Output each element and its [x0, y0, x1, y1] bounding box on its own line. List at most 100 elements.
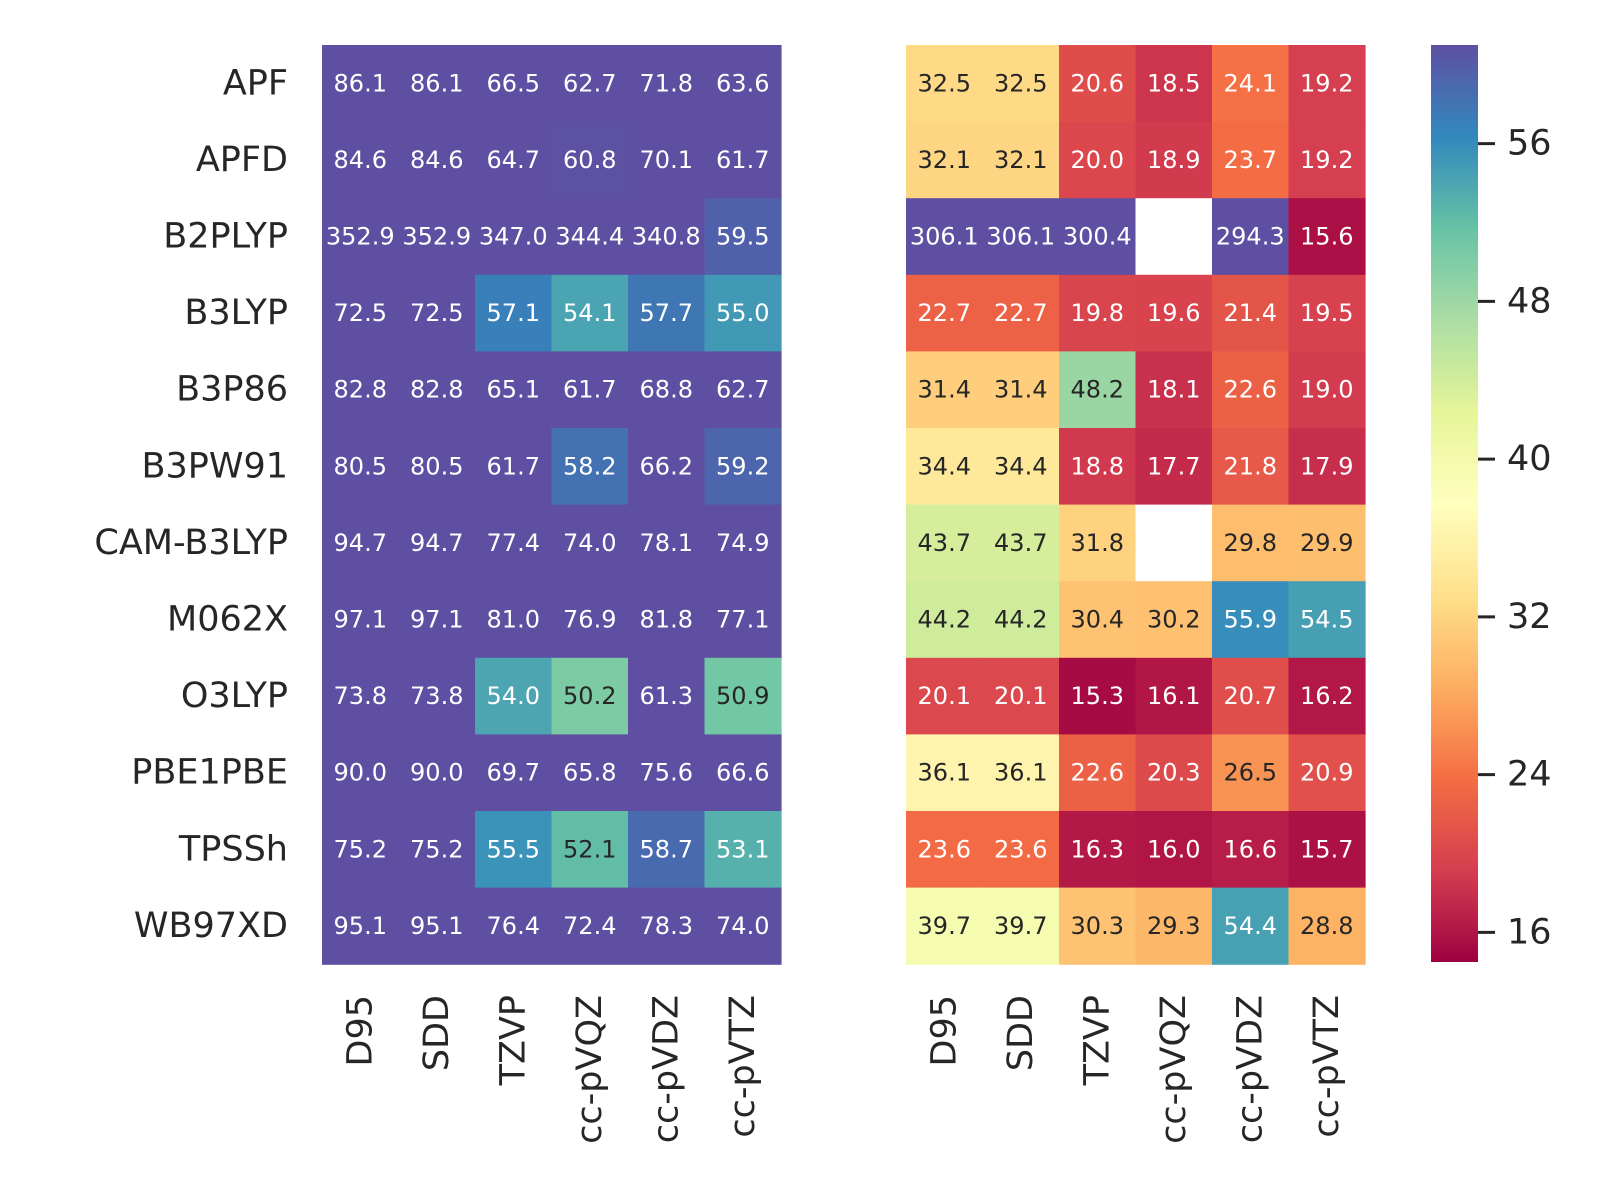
- heatmap-cell-right-b3pw91-tzvp: [1059, 428, 1137, 506]
- heatmap-cell-right-b3p86-cc-pvtz: [1288, 351, 1366, 429]
- heatmap-cell-left-b3lyp-cc-pvdz: [628, 274, 706, 352]
- cell-label-left-b2plyp-cc-pvdz: 340.8: [632, 223, 701, 251]
- cell-label-right-m062x-cc-pvqz: 30.2: [1147, 606, 1200, 634]
- heatmap-cell-left-pbe1pbe-cc-pvtz: [704, 734, 782, 812]
- col-label-left-sdd: SDD: [417, 995, 457, 1071]
- cell-label-right-b3pw91-tzvp: 18.8: [1071, 452, 1124, 480]
- cell-label-right-cam-b3lyp-cc-pvdz: 29.8: [1224, 529, 1277, 557]
- heatmap-cell-left-tpssh-d95: [322, 811, 400, 889]
- cell-label-left-m062x-cc-pvdz: 81.8: [640, 606, 693, 634]
- row-label-m062x: M062X: [167, 600, 288, 640]
- colorbar-tick-label-56: 56: [1507, 124, 1552, 164]
- cell-label-right-b3p86-cc-pvdz: 22.6: [1224, 376, 1277, 404]
- heatmap-cell-right-apf-d95: [906, 45, 984, 123]
- cell-label-left-b3p86-cc-pvqz: 61.7: [563, 376, 616, 404]
- heatmap-cell-left-b3lyp-d95: [322, 274, 400, 352]
- heatmap-cell-right-o3lyp-cc-pvqz: [1135, 657, 1213, 735]
- row-label-o3lyp: O3LYP: [181, 676, 288, 716]
- heatmap-cell-right-wb97xd-cc-pvtz: [1288, 887, 1366, 965]
- heatmap-cell-right-b3pw91-sdd: [982, 428, 1060, 506]
- col-label-left-cc-pvdz: cc-pVDZ: [646, 995, 686, 1143]
- row-label-pbe1pbe: PBE1PBE: [131, 753, 288, 793]
- heatmap-cell-left-cam-b3lyp-sdd: [398, 504, 476, 582]
- cell-label-left-b3p86-cc-pvdz: 68.8: [640, 376, 693, 404]
- cell-label-left-apfd-tzvp: 64.7: [487, 146, 540, 174]
- cell-label-right-pbe1pbe-sdd: 36.1: [994, 759, 1047, 787]
- cell-label-right-apf-tzvp: 20.6: [1071, 69, 1124, 97]
- cell-label-left-wb97xd-cc-pvtz: 74.0: [716, 912, 769, 940]
- col-label-left-cc-pvqz: cc-pVQZ: [570, 995, 610, 1144]
- heatmap-cell-left-apfd-sdd: [398, 121, 476, 199]
- cell-label-left-o3lyp-cc-pvdz: 61.3: [640, 682, 693, 710]
- heatmap-cell-right-cam-b3lyp-tzvp: [1059, 504, 1137, 582]
- cell-label-right-pbe1pbe-cc-pvdz: 26.5: [1224, 759, 1277, 787]
- heatmap-cell-right-m062x-sdd: [982, 581, 1060, 659]
- heatmap-cell-right-b2plyp-cc-pvdz: [1212, 198, 1290, 276]
- colorbar-gradient: [1431, 45, 1478, 962]
- heatmap-cell-right-b3p86-d95: [906, 351, 984, 429]
- cell-label-right-b3p86-tzvp: 48.2: [1071, 376, 1124, 404]
- cell-label-right-cam-b3lyp-tzvp: 31.8: [1071, 529, 1124, 557]
- cell-label-left-apf-cc-pvqz: 62.7: [563, 69, 616, 97]
- cell-label-right-o3lyp-cc-pvdz: 20.7: [1224, 682, 1277, 710]
- heatmap-cell-right-tpssh-sdd: [982, 811, 1060, 889]
- cell-label-right-b3lyp-cc-pvtz: 19.5: [1300, 299, 1353, 327]
- cell-label-right-m062x-d95: 44.2: [918, 606, 971, 634]
- heatmap-cell-right-tpssh-d95: [906, 811, 984, 889]
- cell-label-left-m062x-cc-pvqz: 76.9: [563, 606, 616, 634]
- cell-label-left-b3pw91-sdd: 80.5: [410, 452, 463, 480]
- heatmap-cell-left-cam-b3lyp-cc-pvdz: [628, 504, 706, 582]
- cell-label-left-cam-b3lyp-cc-pvdz: 78.1: [640, 529, 693, 557]
- cell-label-left-pbe1pbe-sdd: 90.0: [410, 759, 463, 787]
- cell-label-right-b3lyp-tzvp: 19.8: [1071, 299, 1124, 327]
- col-label-left-cc-pvtz: cc-pVTZ: [723, 995, 763, 1138]
- heatmap-cell-left-wb97xd-sdd: [398, 887, 476, 965]
- cell-label-left-cam-b3lyp-sdd: 94.7: [410, 529, 463, 557]
- cell-label-right-apfd-tzvp: 20.0: [1071, 146, 1124, 174]
- col-label-right-cc-pvdz: cc-pVDZ: [1230, 995, 1270, 1143]
- heatmap-cell-right-pbe1pbe-cc-pvtz: [1288, 734, 1366, 812]
- heatmap-cell-right-b3lyp-tzvp: [1059, 274, 1137, 352]
- colorbar-tick-label-48: 48: [1507, 281, 1552, 321]
- col-label-right-tzvp: TZVP: [1077, 995, 1117, 1086]
- colorbar-tick-label-16: 16: [1507, 912, 1552, 952]
- cell-label-right-pbe1pbe-tzvp: 22.6: [1071, 759, 1124, 787]
- heatmap-cell-left-b2plyp-tzvp: [475, 198, 553, 276]
- heatmap-cell-right-apf-cc-pvqz: [1135, 45, 1213, 123]
- heatmap-cell-right-wb97xd-tzvp: [1059, 887, 1137, 965]
- heatmap-cell-left-b3lyp-tzvp: [475, 274, 553, 352]
- heatmap-cell-left-o3lyp-cc-pvqz: [551, 657, 629, 735]
- row-label-tpssh: TPSSh: [178, 829, 288, 869]
- cell-label-right-tpssh-tzvp: 16.3: [1071, 835, 1124, 863]
- cell-label-right-b3lyp-cc-pvdz: 21.4: [1224, 299, 1277, 327]
- cell-label-right-apf-d95: 32.5: [918, 69, 971, 97]
- cell-label-left-b3pw91-d95: 80.5: [334, 452, 387, 480]
- cell-label-right-o3lyp-tzvp: 15.3: [1071, 682, 1124, 710]
- heatmap-cell-left-o3lyp-tzvp: [475, 657, 553, 735]
- cell-label-right-wb97xd-d95: 39.7: [918, 912, 971, 940]
- heatmap-cell-left-cam-b3lyp-d95: [322, 504, 400, 582]
- cell-label-left-apfd-cc-pvtz: 61.7: [716, 146, 769, 174]
- row-label-b3p86: B3P86: [176, 370, 288, 410]
- heatmap-cell-right-b3lyp-cc-pvdz: [1212, 274, 1290, 352]
- cell-label-left-o3lyp-sdd: 73.8: [410, 682, 463, 710]
- heatmap-cell-right-apf-cc-pvtz: [1288, 45, 1366, 123]
- cell-label-right-wb97xd-tzvp: 30.3: [1071, 912, 1124, 940]
- row-label-b2plyp: B2PLYP: [163, 217, 288, 257]
- cell-label-right-m062x-sdd: 44.2: [994, 606, 1047, 634]
- heatmap-cell-left-m062x-sdd: [398, 581, 476, 659]
- heatmap-cell-left-apf-tzvp: [475, 45, 553, 123]
- heatmap-cell-left-tpssh-tzvp: [475, 811, 553, 889]
- column-labels: D95 SDD TZVP cc-pVQZ cc-pVDZ cc-pVTZ D95 SDD TZV…: [340, 995, 1347, 1144]
- cell-label-left-tpssh-cc-pvtz: 53.1: [716, 835, 769, 863]
- cell-label-left-apfd-cc-pvdz: 70.1: [640, 146, 693, 174]
- row-label-b3lyp: B3LYP: [184, 293, 288, 333]
- cell-label-left-m062x-cc-pvtz: 77.1: [716, 606, 769, 634]
- heatmap-panel-right: 32.5 32.5 20.6 18.5 24.1 19.2 32.1 32.1 20.0 18.9…: [906, 45, 1366, 965]
- heatmap-cell-left-apfd-cc-pvtz: [704, 121, 782, 199]
- heatmap-cell-right-cam-b3lyp-cc-pvtz: [1288, 504, 1366, 582]
- heatmap-cell-right-b3p86-cc-pvdz: [1212, 351, 1290, 429]
- cell-label-right-tpssh-cc-pvtz: 15.7: [1300, 835, 1353, 863]
- cell-label-right-tpssh-sdd: 23.6: [994, 835, 1047, 863]
- heatmap-cell-right-b3p86-tzvp: [1059, 351, 1137, 429]
